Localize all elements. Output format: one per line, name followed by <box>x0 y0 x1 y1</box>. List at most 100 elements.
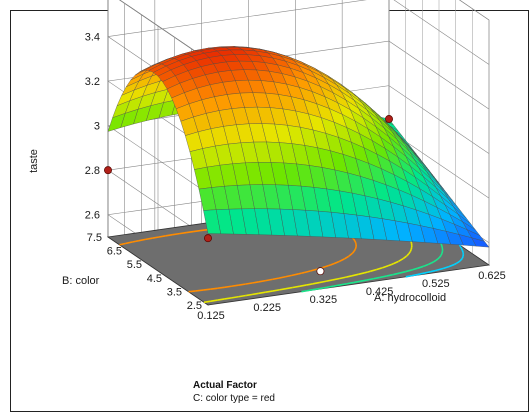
contour-line <box>333 284 341 287</box>
contour-line <box>391 262 394 266</box>
x-tick-label: 0.325 <box>310 294 338 306</box>
contour-line <box>458 244 462 247</box>
contour-line <box>152 236 160 239</box>
contour-line <box>370 268 377 272</box>
contour-line <box>299 284 307 288</box>
contour-line <box>251 281 260 284</box>
contour-line <box>265 290 273 293</box>
contour-line <box>231 284 239 288</box>
contour-line <box>325 279 333 283</box>
contour-line <box>158 235 166 238</box>
contour-line <box>298 272 302 275</box>
contour-line <box>305 283 312 286</box>
contour-line <box>238 283 246 287</box>
contour-line <box>312 287 320 291</box>
contour-line <box>188 290 196 293</box>
contour-line <box>224 297 232 300</box>
contour-line <box>338 258 345 263</box>
contour-line <box>346 275 353 278</box>
y-tick-label: 3.5 <box>167 286 182 298</box>
contour-line <box>405 254 408 257</box>
contour-line <box>455 261 460 265</box>
contour-line <box>278 275 286 279</box>
contour-line <box>417 265 424 270</box>
contour-line <box>393 260 399 265</box>
contour-line <box>203 300 212 304</box>
axis-ticks: 2.62.833.23.43.60.1250.2250.3250.4250.52… <box>85 32 506 322</box>
contour-line <box>238 294 246 298</box>
contour-line <box>125 241 133 245</box>
contour-line <box>285 286 293 290</box>
actual-factor-value: C: color type = red <box>193 393 275 404</box>
contour-line <box>332 277 340 281</box>
contour-line <box>258 279 266 283</box>
design-point <box>384 115 393 124</box>
contour-line <box>224 285 232 289</box>
contour-line <box>272 289 280 292</box>
contour-line <box>200 228 208 232</box>
contour-line <box>438 254 442 259</box>
contour-line <box>301 290 307 293</box>
contour-line <box>430 269 436 273</box>
contour-line <box>193 229 201 233</box>
contour-line <box>351 250 355 254</box>
y-tick-label: 2.5 <box>187 300 202 312</box>
contour-line <box>406 253 410 257</box>
contour-line <box>145 237 153 241</box>
contour-line <box>210 299 218 302</box>
contour-line <box>440 252 443 256</box>
contour-line <box>353 280 361 284</box>
y-tick-label: 4.5 <box>147 273 162 285</box>
contour-line <box>285 274 293 278</box>
y-tick-label: 7.5 <box>87 232 102 244</box>
contour-line <box>291 273 299 277</box>
contour-line <box>424 263 429 267</box>
contour-line <box>138 238 146 242</box>
contour-line <box>405 274 412 278</box>
contour-line <box>402 255 407 260</box>
contour-line <box>436 267 444 271</box>
contour-line <box>461 256 464 259</box>
z-tick-label: 2.6 <box>85 210 100 222</box>
y-tick-label: 5.5 <box>127 259 142 271</box>
contour-line <box>373 276 380 280</box>
contour-line <box>172 232 180 236</box>
y-tick-label: 6.5 <box>107 246 122 258</box>
contour-line <box>319 286 327 290</box>
contour-line <box>459 258 463 262</box>
contour-line <box>265 278 273 282</box>
contour-line <box>353 248 357 252</box>
contour-line <box>328 264 331 267</box>
contour-line <box>387 263 392 267</box>
contour-line <box>352 238 356 242</box>
x-tick-label: 0.525 <box>422 278 450 290</box>
contour-line <box>354 240 357 244</box>
contour-line <box>461 250 464 253</box>
contour-line <box>460 248 464 251</box>
x-tick-label: 0.125 <box>197 310 225 322</box>
contour-line <box>386 273 393 277</box>
contour-line <box>382 265 389 269</box>
contour-line <box>440 244 443 248</box>
contour-line <box>310 268 318 272</box>
contour-line <box>346 281 354 285</box>
contour-line <box>458 260 461 263</box>
contour-line <box>330 262 335 266</box>
contour-line <box>322 264 329 269</box>
design-point <box>316 267 325 276</box>
contour-line <box>338 276 346 280</box>
contour-line <box>433 259 437 263</box>
actual-factor-title: Actual Factor <box>193 380 257 391</box>
contour-line <box>186 230 194 234</box>
contour-line <box>165 233 173 237</box>
contour-line <box>351 273 359 277</box>
z-tick-label: 3.2 <box>85 76 100 88</box>
contour-line <box>135 239 140 243</box>
contour-line <box>344 255 350 260</box>
contour-line <box>437 257 440 260</box>
contour-line <box>448 263 455 268</box>
contour-line <box>202 288 211 291</box>
contour-line <box>251 292 259 296</box>
contour-line <box>339 282 347 286</box>
x-axis-label: A: hydrocolloid <box>374 292 446 304</box>
